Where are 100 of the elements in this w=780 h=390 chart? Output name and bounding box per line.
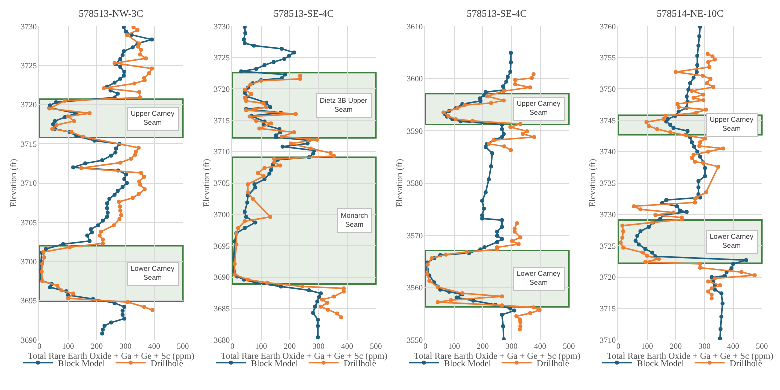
y-tick-label: 3730 (600, 210, 616, 220)
point (265, 280, 270, 285)
y-tick-label: 3720 (600, 273, 616, 282)
point (502, 132, 506, 136)
point (528, 311, 532, 316)
point (298, 77, 302, 82)
point (236, 226, 240, 230)
chart-title: 578513-SE-4C (467, 9, 528, 20)
x-tick-label: 200 (477, 342, 490, 352)
point (320, 298, 324, 302)
point (308, 146, 313, 151)
x-tick-label: 200 (91, 342, 104, 352)
point (508, 125, 513, 130)
x-tick-label: 0 (38, 342, 42, 352)
point (289, 142, 294, 146)
y-tick-label: 3715 (600, 304, 616, 314)
y-tick-label: 3700 (214, 210, 230, 220)
point (508, 306, 513, 311)
y-tick-label: 3725 (21, 61, 38, 70)
x-tick-label: 100 (641, 342, 654, 352)
y-tick-label: 3590 (407, 126, 424, 136)
point (512, 308, 517, 313)
point (520, 132, 525, 136)
point (300, 284, 305, 289)
point (480, 216, 484, 221)
y-tick-label: 3705 (214, 179, 230, 188)
point (480, 214, 484, 218)
point (506, 75, 510, 80)
point (335, 312, 340, 316)
point (258, 126, 262, 131)
point (508, 70, 513, 74)
point (495, 230, 500, 234)
y-axis-title: Elevation (ft) (394, 159, 404, 208)
y-tick-label: 3725 (214, 54, 230, 63)
point (292, 130, 296, 134)
point (262, 166, 267, 170)
point (316, 138, 320, 142)
x-tick-label: 500 (563, 342, 576, 352)
point (426, 272, 430, 276)
point (256, 171, 260, 176)
point (294, 112, 298, 116)
point (495, 240, 500, 244)
point (509, 148, 514, 152)
point (510, 239, 514, 244)
y-tick-label: 3580 (407, 179, 424, 188)
point (490, 151, 494, 156)
x-tick-label: 0 (424, 342, 428, 352)
y-tick-label: 3735 (600, 179, 616, 188)
point (532, 135, 536, 140)
point (342, 286, 346, 291)
point (512, 226, 517, 231)
point (478, 99, 483, 104)
x-tick-label: 300 (506, 342, 518, 352)
y-tick-label: 3710 (21, 179, 38, 188)
y-tick-label: 3750 (600, 84, 616, 94)
y-tick-label: 3570 (407, 231, 424, 240)
point (485, 94, 490, 99)
point (454, 118, 458, 122)
x-tick-label: 200 (284, 342, 296, 352)
y-tick-label: 3755 (600, 54, 616, 63)
point (436, 300, 440, 304)
point (342, 290, 346, 294)
point (464, 250, 469, 254)
point (504, 80, 509, 84)
point (262, 102, 266, 106)
y-tick-label: 3720 (21, 100, 38, 110)
point (518, 236, 523, 240)
point (244, 99, 248, 104)
y-tick-label: 3730 (214, 22, 230, 32)
point (428, 279, 432, 283)
point (530, 76, 534, 80)
point (487, 178, 492, 182)
point (484, 190, 488, 195)
point (272, 160, 277, 165)
point (518, 328, 522, 332)
y-tick-label: 3715 (21, 140, 38, 149)
x-tick-label: 500 (756, 342, 768, 352)
point (509, 51, 514, 56)
point (538, 308, 542, 312)
y-tick-label: 3550 (407, 336, 424, 345)
x-tick-label: 300 (120, 342, 132, 352)
x-tick-label: 400 (727, 342, 740, 352)
point (319, 304, 324, 309)
point (444, 252, 448, 257)
y-axis-title: Elevation (ft) (8, 159, 18, 208)
point (234, 242, 239, 247)
y-tick-label: 3600 (407, 74, 424, 84)
point (514, 314, 519, 319)
point (500, 218, 504, 222)
point (502, 144, 507, 149)
point (532, 72, 536, 77)
y-tick-label: 3685 (214, 304, 230, 314)
x-tick-label: 400 (534, 342, 546, 352)
y-tick-label: 3730 (21, 22, 38, 32)
point (482, 246, 487, 250)
y-axis-title: Elevation (ft) (201, 159, 212, 208)
x-tick-label: 200 (670, 342, 682, 352)
point (480, 199, 484, 204)
point (246, 278, 250, 282)
x-tick-label: 100 (255, 342, 268, 352)
